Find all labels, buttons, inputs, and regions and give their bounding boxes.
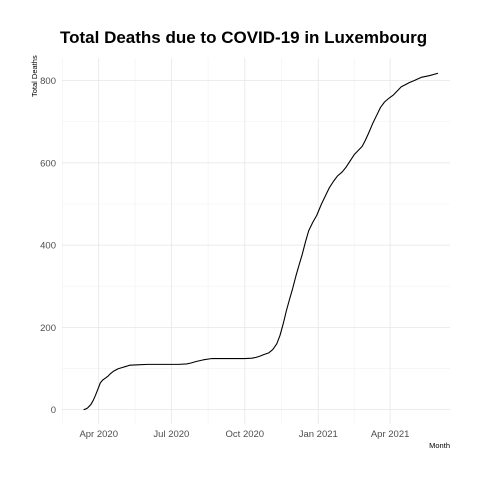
y-tick-label: 800 (40, 76, 56, 87)
x-tick-label: Jul 2020 (153, 429, 189, 440)
x-axis-title: Month (429, 441, 450, 450)
x-tick-labels: Apr 2020 Jul 2020 Oct 2020 Jan 2021 Apr 2021 (79, 429, 409, 440)
x-tick-label: Apr 2020 (79, 429, 118, 440)
y-tick-label: 0 (51, 405, 56, 416)
major-gridlines (62, 58, 450, 424)
y-tick-label: 600 (40, 158, 56, 169)
total-deaths-line (83, 72, 439, 411)
y-axis-title: Total Deaths (30, 55, 39, 97)
chart-title: Total Deaths due to COVID-19 in Luxembou… (60, 28, 427, 47)
x-tick-label: Oct 2020 (226, 429, 265, 440)
minor-gridlines (62, 58, 450, 424)
y-tick-label: 200 (40, 323, 56, 334)
y-tick-label: 400 (40, 241, 56, 252)
x-tick-label: Apr 2021 (371, 429, 410, 440)
x-tick-label: Jan 2021 (299, 429, 338, 440)
y-tick-labels: 0 200 400 600 800 (40, 76, 56, 416)
